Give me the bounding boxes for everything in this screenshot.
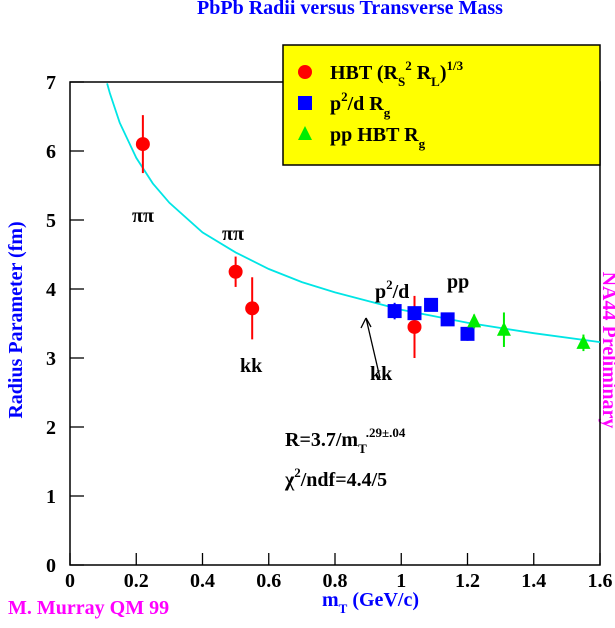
chi-label-part: χ — [284, 469, 295, 491]
point — [496, 321, 511, 336]
annotation: pp — [447, 271, 469, 293]
point — [245, 301, 260, 316]
annotation-part: ππ — [222, 223, 244, 245]
point — [387, 304, 402, 319]
arrow-head — [360, 317, 372, 329]
chi-label-part: /ndf=4.4/5 — [300, 469, 387, 491]
x-tick-label: 1.4 — [521, 570, 546, 592]
fit-label-part: R=3.7/m — [285, 429, 358, 451]
legend-label-part: g — [419, 136, 426, 151]
x-axis-label-part: (GeV/c) — [347, 589, 419, 611]
x-tick-label: 0.4 — [190, 570, 215, 592]
y-tick-label: 5 — [46, 210, 56, 232]
legend-label-part: ) — [440, 62, 447, 84]
chi-label: χ2/ndf=4.4/5 — [284, 465, 387, 491]
fit-label-part: .29±.04 — [366, 425, 406, 440]
legend-label-part: 1/3 — [447, 58, 464, 73]
arrow — [365, 317, 381, 379]
legend-label: pp HBT Rg — [330, 124, 426, 151]
point — [440, 312, 455, 327]
x-tick-label: 1 — [396, 570, 406, 592]
point — [460, 326, 475, 341]
point — [228, 264, 243, 279]
annotation-part: 2 — [386, 277, 393, 292]
x-axis-label: mT (GeV/c) — [322, 589, 419, 616]
credit: M. Murray QM 99 — [8, 597, 169, 619]
legend-label-part: HBT (R — [330, 62, 399, 84]
legend-marker — [298, 65, 312, 79]
x-tick-label: 1.6 — [588, 570, 613, 592]
fit-label-part: T — [358, 441, 367, 456]
annotation: kk — [240, 355, 263, 377]
annotation-part: ππ — [132, 205, 154, 227]
annotation-part: pp — [447, 271, 469, 293]
x-axis-label-part: m — [322, 589, 339, 611]
legend-box — [282, 44, 601, 166]
x-axis-label-part: T — [339, 601, 348, 616]
legend-marker — [298, 126, 312, 140]
point — [467, 313, 482, 328]
annotation-part: kk — [240, 355, 263, 377]
annotation: kk — [370, 363, 393, 385]
legend-label-part: g — [384, 105, 391, 120]
legend-label-part: /d R — [347, 93, 385, 115]
legend-label-part: 2 — [405, 58, 412, 73]
point — [576, 334, 591, 349]
legend-label-part: 2 — [341, 89, 348, 104]
y-tick-label: 6 — [46, 141, 56, 163]
legend-label-part: L — [431, 74, 440, 89]
legend-marker — [298, 96, 312, 110]
x-tick-label: 0.6 — [256, 570, 281, 592]
annotation-part: kk — [370, 363, 393, 385]
y-tick-label: 4 — [46, 279, 56, 301]
legend-label-part: pp HBT R — [330, 124, 419, 146]
y-axis-label: Radius Parameter (fm) — [5, 221, 27, 418]
x-tick-label: 0 — [65, 570, 75, 592]
annotation-part: /d — [392, 281, 410, 303]
point — [407, 306, 422, 321]
y-tick-label: 3 — [46, 348, 56, 370]
legend-label: p2/d Rg — [330, 89, 391, 120]
x-tick-label: 1.2 — [455, 570, 480, 592]
annotation: ππ — [132, 205, 154, 227]
chart-title: PbPb Radii versus Transverse Mass — [197, 0, 503, 19]
legend-label-part: S — [398, 74, 405, 89]
legend-label-part: R — [412, 62, 432, 84]
fit-label: R=3.7/mT.29±.04 — [285, 425, 406, 456]
legend-label-part: p — [330, 93, 341, 115]
legend-label: HBT (RS2 RL)1/3 — [330, 58, 464, 89]
y-tick-label: 7 — [46, 72, 56, 94]
point — [407, 319, 422, 334]
side-note: NA44 Preliminary — [598, 272, 615, 429]
annotation: ππ — [222, 223, 244, 245]
x-tick-label: 0.8 — [323, 570, 348, 592]
y-tick-label: 0 — [46, 555, 56, 577]
annotation-part: p — [375, 281, 386, 303]
y-tick-label: 1 — [46, 486, 56, 508]
point — [135, 137, 150, 152]
y-tick-label: 2 — [46, 417, 56, 439]
chi-label-part: 2 — [294, 465, 301, 480]
x-tick-label: 0.2 — [124, 570, 149, 592]
annotation: p2/d — [375, 277, 409, 303]
point — [424, 297, 439, 312]
